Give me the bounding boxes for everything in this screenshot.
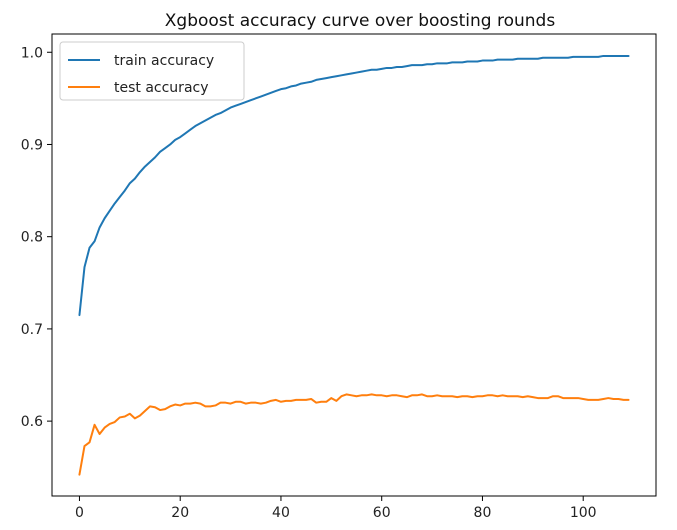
y-tick-label: 0.7 [21, 322, 43, 338]
x-tick-label: 80 [474, 505, 492, 521]
legend-label: train accuracy [114, 53, 214, 69]
x-tick-label: 60 [373, 505, 391, 521]
axis-ticks: 0 20 40 60 80 100 0.6 0.7 0.8 0.9 1.0 [21, 45, 597, 521]
chart-title: Xgboost accuracy curve over boosting rou… [165, 11, 556, 31]
y-tick-label: 0.8 [21, 230, 43, 246]
x-tick-label: 0 [75, 505, 84, 521]
y-tick-label: 0.6 [21, 414, 43, 430]
y-tick-label: 0.9 [21, 137, 43, 153]
y-tick-label: 1.0 [21, 45, 43, 61]
plot-frame [51, 33, 657, 497]
series-line-train-accuracy [78, 54, 630, 317]
legend: train accuracy test accuracy [59, 41, 245, 101]
legend-box [59, 41, 245, 101]
series-line-test-accuracy [78, 393, 630, 476]
x-tick-label: 100 [570, 505, 597, 521]
legend-label: test accuracy [114, 80, 209, 96]
series-layer [78, 54, 630, 476]
x-tick-label: 20 [171, 505, 189, 521]
x-tick-label: 40 [272, 505, 290, 521]
